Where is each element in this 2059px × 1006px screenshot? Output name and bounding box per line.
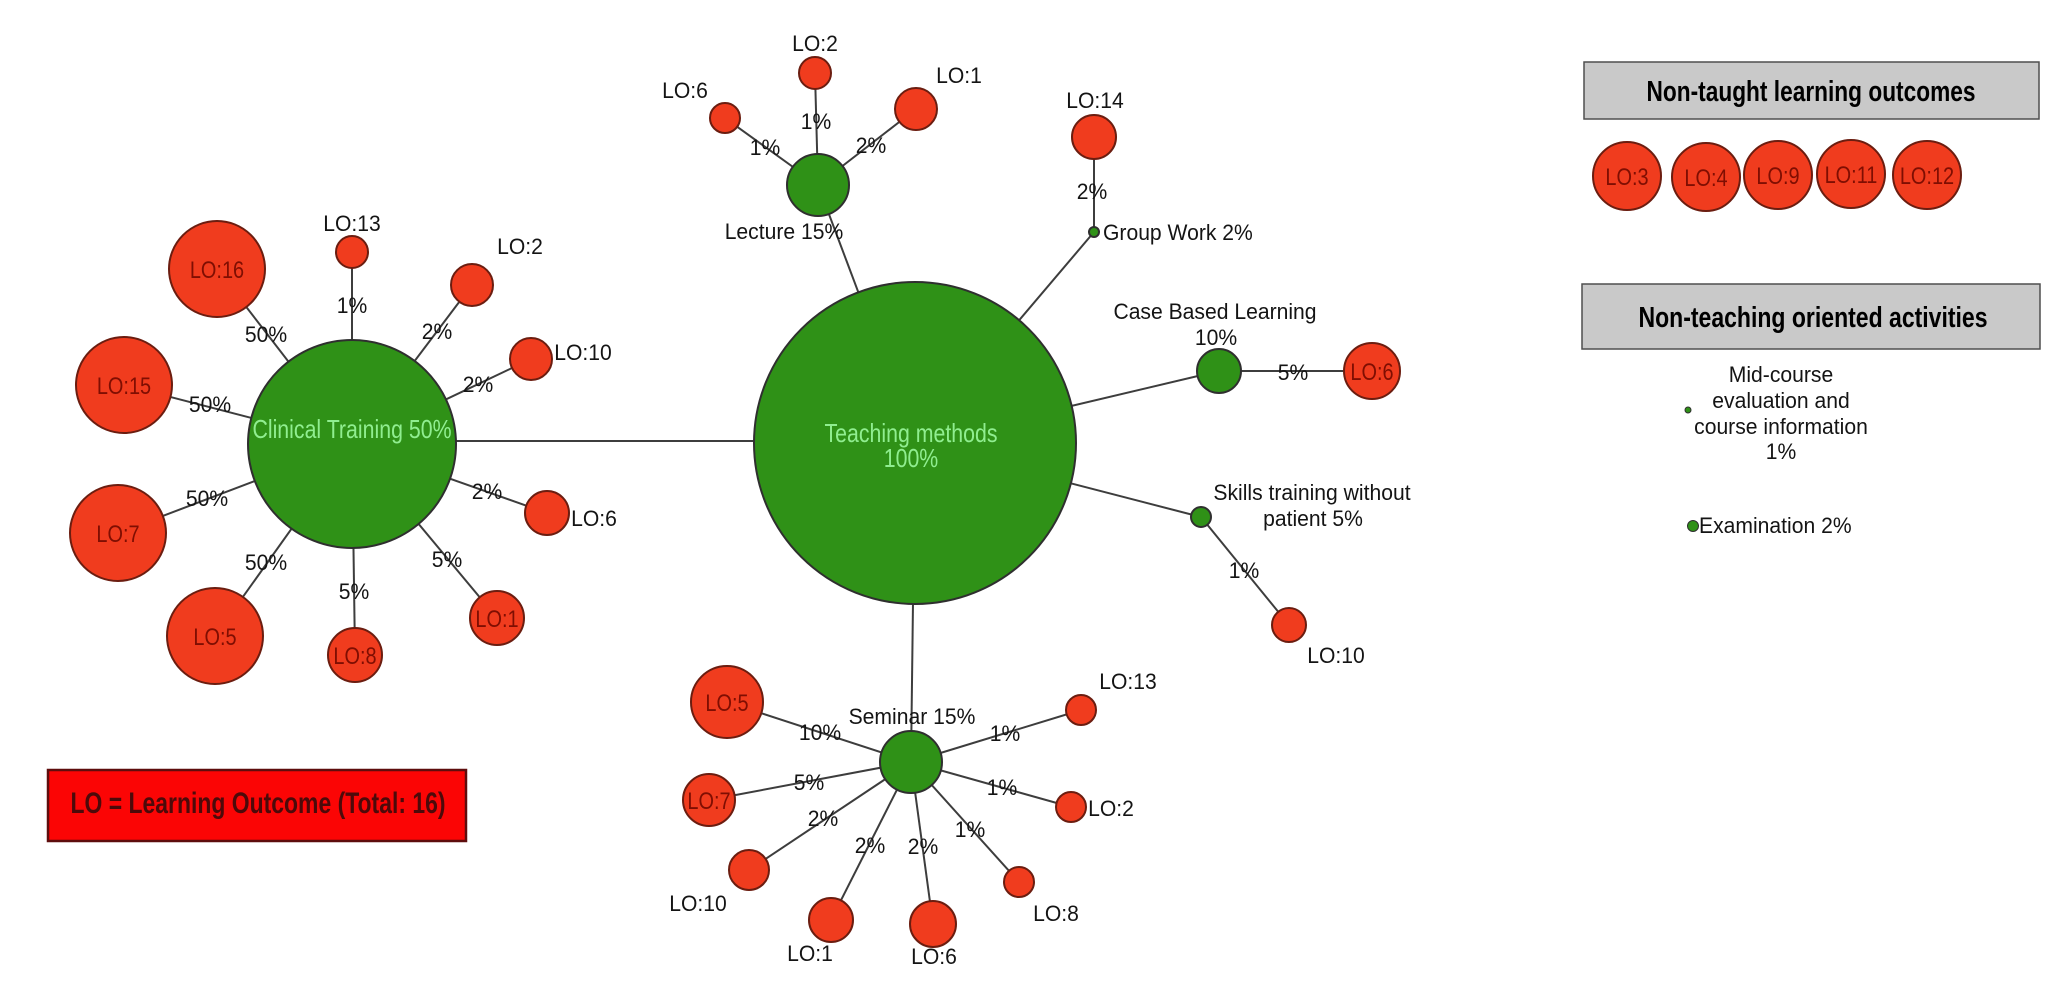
svg-text:5%: 5% [432,547,463,572]
svg-text:LO:1: LO:1 [475,606,518,633]
svg-text:LO = Learning Outcome (Total:: LO = Learning Outcome (Total: 16) [71,787,446,820]
svg-text:LO:13: LO:13 [1099,669,1157,694]
svg-text:2%: 2% [808,806,839,831]
svg-text:50%: 50% [245,550,287,575]
svg-text:Skills training without: Skills training without [1213,480,1410,505]
svg-text:LO:6: LO:6 [571,506,617,531]
svg-text:LO:2: LO:2 [1088,796,1134,821]
svg-text:Group Work 2%: Group Work 2% [1103,220,1253,245]
svg-text:LO:15: LO:15 [97,373,151,400]
svg-text:LO:13: LO:13 [323,211,381,236]
svg-text:LO:9: LO:9 [1756,163,1799,190]
svg-text:LO:7: LO:7 [687,788,730,815]
svg-text:2%: 2% [908,834,939,859]
svg-text:1%: 1% [1229,558,1260,583]
svg-text:1%: 1% [987,775,1018,800]
svg-text:LO:8: LO:8 [1033,901,1079,926]
svg-text:50%: 50% [186,486,228,511]
svg-text:LO:8: LO:8 [333,643,376,670]
svg-text:5%: 5% [339,579,370,604]
svg-text:LO:6: LO:6 [911,944,957,969]
svg-text:LO:12: LO:12 [1900,163,1954,190]
svg-text:1%: 1% [1766,439,1797,464]
svg-text:Case Based Learning: Case Based Learning [1113,299,1316,324]
svg-text:Examination 2%: Examination 2% [1699,513,1852,538]
svg-text:2%: 2% [422,319,453,344]
svg-text:50%: 50% [189,392,231,417]
svg-text:LO:6: LO:6 [662,78,708,103]
svg-text:LO:14: LO:14 [1066,88,1124,113]
svg-text:100%: 100% [884,443,939,473]
svg-text:LO:1: LO:1 [787,941,833,966]
svg-text:LO:5: LO:5 [705,690,748,717]
svg-text:5%: 5% [794,770,825,795]
svg-text:1%: 1% [750,135,781,160]
svg-text:Clinical Training 50%: Clinical Training 50% [252,414,451,444]
svg-text:2%: 2% [1077,179,1108,204]
svg-text:2%: 2% [856,133,887,158]
svg-text:LO:11: LO:11 [1825,162,1878,189]
svg-text:LO:10: LO:10 [554,340,612,365]
svg-text:LO:2: LO:2 [792,31,838,56]
svg-text:Teaching methods: Teaching methods [825,418,998,448]
svg-text:Mid-course: Mid-course [1729,362,1834,387]
svg-text:5%: 5% [1278,360,1309,385]
svg-text:Non-teaching oriented activiti: Non-teaching oriented activities [1639,302,1988,334]
svg-text:LO:2: LO:2 [497,234,543,259]
svg-text:LO:6: LO:6 [1350,359,1393,386]
svg-text:course information: course information [1694,414,1868,439]
svg-text:LO:5: LO:5 [193,624,236,651]
svg-text:evaluation and: evaluation and [1712,388,1849,413]
svg-text:LO:4: LO:4 [1684,165,1727,192]
svg-text:1%: 1% [990,721,1021,746]
svg-text:LO:3: LO:3 [1605,164,1648,191]
svg-text:50%: 50% [245,322,287,347]
svg-text:10%: 10% [799,720,841,745]
svg-text:LO:7: LO:7 [96,521,139,548]
svg-text:Non-taught learning outcomes: Non-taught learning outcomes [1647,76,1976,108]
svg-text:1%: 1% [955,817,986,842]
svg-text:LO:16: LO:16 [190,257,244,284]
svg-text:2%: 2% [463,372,494,397]
svg-text:1%: 1% [337,293,368,318]
svg-text:Seminar 15%: Seminar 15% [849,704,976,729]
svg-text:Lecture 15%: Lecture 15% [725,219,844,244]
svg-text:LO:10: LO:10 [1307,643,1365,668]
svg-text:2%: 2% [855,833,886,858]
svg-text:1%: 1% [801,109,832,134]
svg-text:10%: 10% [1195,325,1237,350]
svg-text:LO:10: LO:10 [669,891,727,916]
svg-text:patient 5%: patient 5% [1263,506,1363,531]
svg-text:2%: 2% [472,479,503,504]
svg-text:LO:1: LO:1 [936,63,982,88]
